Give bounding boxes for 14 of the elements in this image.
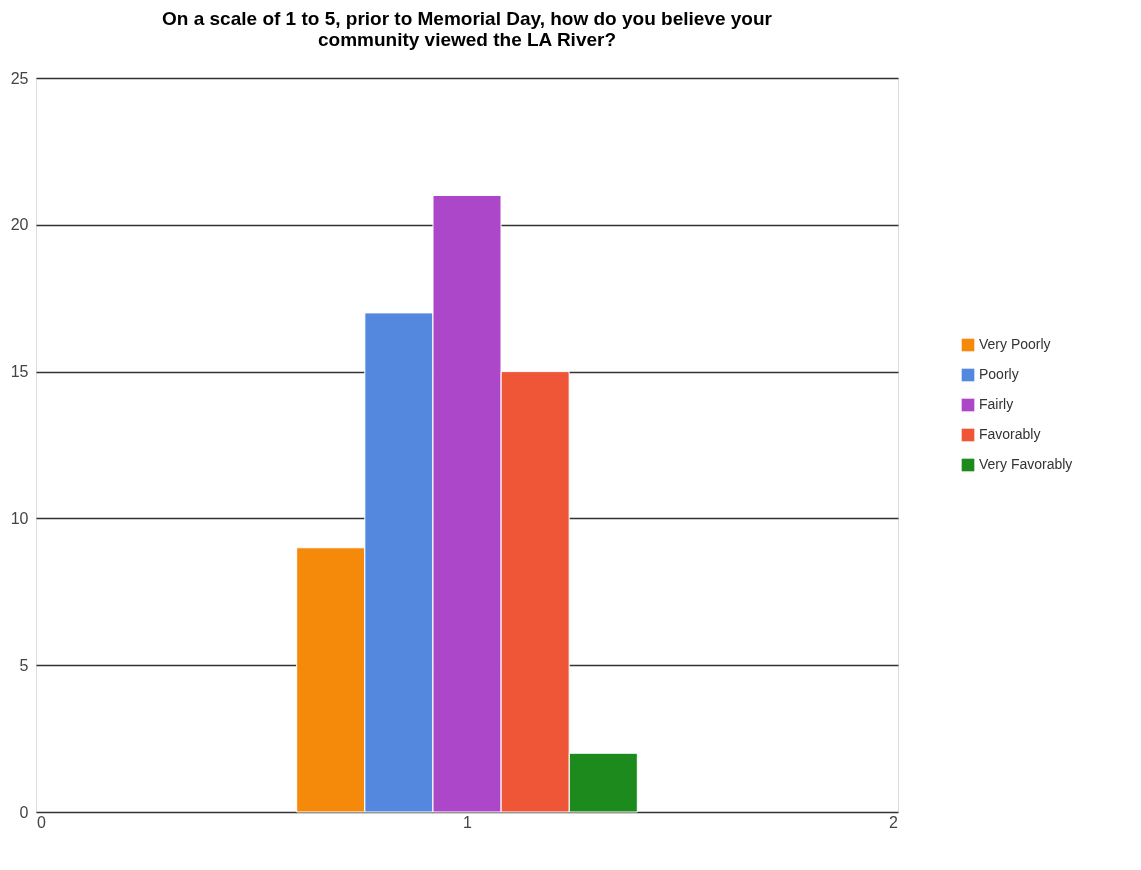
x-tick-label: 0	[37, 813, 47, 831]
x-tick-label: 1	[463, 813, 473, 831]
y-tick-label: 10	[10, 509, 29, 527]
legend-label: Very Favorably	[979, 456, 1073, 472]
x-tick-label: 2	[889, 813, 899, 831]
y-tick-label: 25	[10, 69, 29, 87]
legend-label: Favorably	[979, 426, 1041, 442]
y-tick-label: 5	[19, 656, 29, 674]
y-tick-label: 20	[10, 216, 29, 234]
chart-title: On a scale of 1 to 5, prior to Memorial Day, how do you believe your community viewed the LA River?	[162, 8, 773, 50]
legend-label: Very Poorly	[979, 336, 1051, 352]
legend-label: Poorly	[979, 366, 1019, 382]
y-tick-label: 15	[10, 363, 29, 381]
legend-label: Fairly	[979, 396, 1014, 412]
